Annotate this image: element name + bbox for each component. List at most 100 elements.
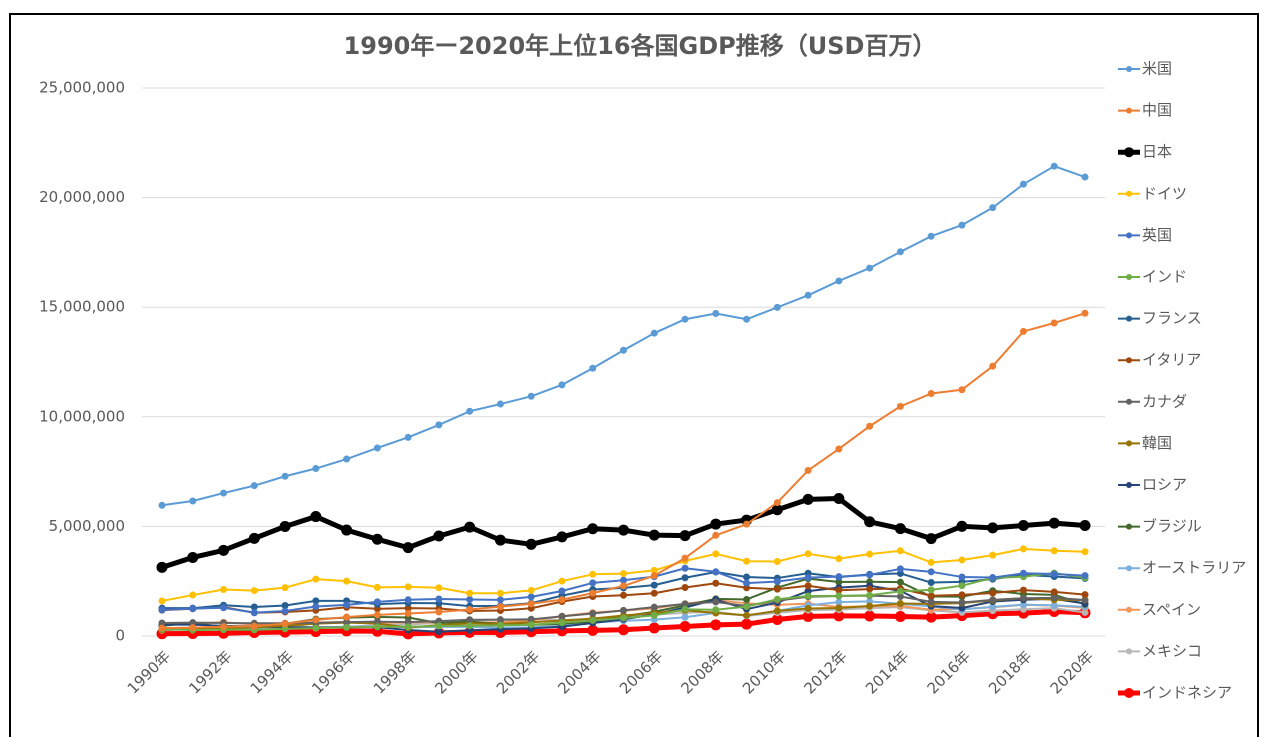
data-point bbox=[958, 582, 966, 590]
data-point bbox=[681, 613, 689, 621]
data-point bbox=[250, 482, 258, 490]
data-point bbox=[589, 364, 597, 372]
legend-label: ロシア bbox=[1142, 476, 1187, 494]
legend-label: イタリア bbox=[1142, 351, 1201, 369]
data-point bbox=[710, 619, 722, 631]
data-point bbox=[650, 589, 658, 597]
legend-label: ドイツ bbox=[1142, 184, 1187, 202]
data-point bbox=[743, 573, 751, 581]
data-point bbox=[896, 402, 904, 410]
data-point bbox=[620, 346, 627, 354]
data-point bbox=[496, 589, 504, 597]
data-point bbox=[404, 623, 412, 631]
legend-label: カナダ bbox=[1142, 392, 1187, 410]
data-point bbox=[958, 221, 966, 229]
data-point bbox=[925, 533, 937, 545]
data-point bbox=[404, 433, 412, 441]
data-point bbox=[894, 610, 906, 622]
data-point bbox=[189, 605, 197, 613]
data-point bbox=[404, 583, 412, 591]
data-point bbox=[773, 607, 781, 615]
data-point bbox=[743, 579, 751, 587]
data-point bbox=[435, 628, 443, 636]
data-point bbox=[773, 585, 781, 593]
data-point bbox=[343, 601, 351, 609]
data-point bbox=[927, 592, 935, 600]
data-point bbox=[404, 609, 412, 617]
data-point bbox=[866, 602, 874, 610]
data-point bbox=[435, 421, 443, 429]
data-point bbox=[989, 589, 997, 597]
data-point bbox=[989, 596, 997, 604]
data-point bbox=[866, 591, 874, 599]
data-point bbox=[679, 621, 691, 633]
data-point bbox=[466, 616, 474, 624]
data-point bbox=[927, 390, 935, 398]
data-point bbox=[866, 264, 874, 272]
data-point bbox=[525, 538, 537, 550]
data-point bbox=[402, 542, 414, 554]
data-point bbox=[1019, 327, 1027, 335]
data-point bbox=[804, 592, 812, 600]
legend-label: オーストラリア bbox=[1142, 559, 1246, 577]
data-point bbox=[620, 576, 627, 584]
legend-marker bbox=[1126, 232, 1132, 239]
data-point bbox=[835, 586, 843, 594]
data-point bbox=[494, 534, 506, 546]
data-point bbox=[804, 574, 812, 582]
legend-label: 米国 bbox=[1142, 60, 1172, 78]
data-point bbox=[312, 624, 320, 632]
data-point bbox=[466, 407, 474, 415]
data-point bbox=[896, 248, 904, 256]
legend-marker bbox=[1126, 398, 1132, 405]
data-point bbox=[496, 596, 504, 604]
data-point bbox=[1017, 520, 1029, 532]
data-point bbox=[189, 591, 197, 599]
data-point bbox=[189, 497, 197, 505]
data-point bbox=[989, 574, 997, 582]
data-point bbox=[1081, 309, 1089, 317]
series: 米国 bbox=[158, 60, 1172, 509]
data-point bbox=[804, 582, 812, 590]
legend-marker bbox=[1126, 315, 1132, 322]
legend-marker bbox=[1126, 606, 1132, 613]
legend-label: メキシコ bbox=[1142, 642, 1202, 660]
data-point bbox=[648, 622, 660, 634]
legend-marker bbox=[1126, 274, 1132, 280]
data-point bbox=[1019, 594, 1027, 602]
data-point bbox=[496, 400, 504, 408]
data-point bbox=[956, 520, 968, 532]
data-point bbox=[958, 599, 966, 607]
data-point bbox=[250, 622, 258, 630]
data-point bbox=[250, 609, 258, 617]
data-point bbox=[894, 523, 906, 535]
data-point bbox=[896, 587, 904, 595]
data-point bbox=[743, 595, 751, 603]
data-point bbox=[804, 466, 812, 474]
data-point bbox=[558, 577, 566, 585]
data-point bbox=[866, 571, 874, 579]
legend-marker bbox=[1126, 523, 1132, 530]
legend-label: 中国 bbox=[1142, 101, 1172, 119]
data-point bbox=[371, 533, 383, 545]
data-point bbox=[587, 624, 599, 636]
legend-label: ブラジル bbox=[1142, 517, 1202, 535]
data-point bbox=[771, 504, 783, 516]
data-point bbox=[466, 605, 474, 613]
data-point bbox=[312, 575, 320, 583]
data-point bbox=[589, 589, 597, 597]
legend-marker bbox=[1126, 565, 1132, 572]
data-point bbox=[927, 598, 935, 606]
data-point bbox=[496, 603, 504, 611]
data-point bbox=[466, 622, 474, 630]
data-point bbox=[589, 570, 597, 578]
y-tick-label: 5,000,000 bbox=[49, 517, 125, 535]
data-point bbox=[804, 605, 812, 613]
data-point bbox=[1081, 548, 1089, 556]
data-point bbox=[433, 530, 445, 542]
data-point bbox=[435, 595, 443, 603]
data-point bbox=[896, 578, 904, 586]
data-point bbox=[987, 522, 999, 534]
data-point bbox=[496, 621, 504, 629]
data-point bbox=[833, 493, 845, 505]
